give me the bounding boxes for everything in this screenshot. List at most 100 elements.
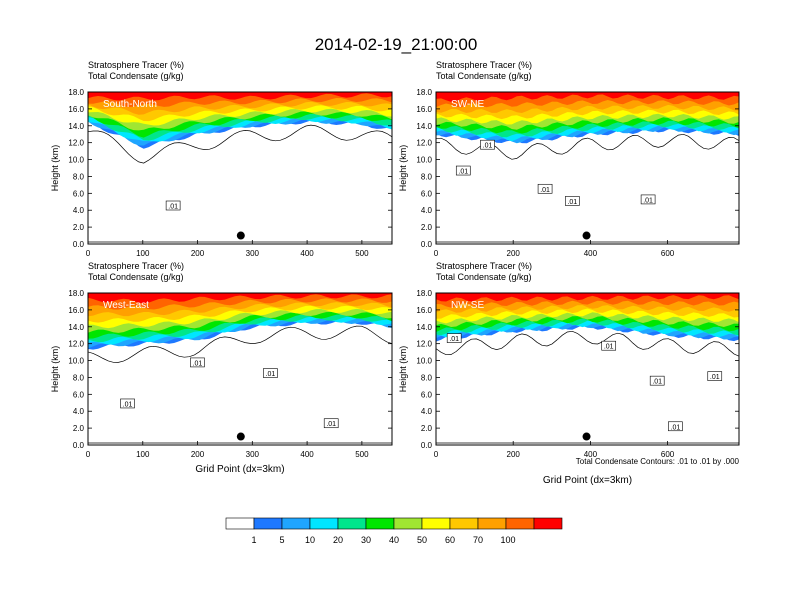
header-tracer: Stratosphere Tracer (%) (88, 261, 184, 271)
panel-label: West-East (103, 300, 149, 311)
location-marker (236, 432, 245, 441)
y-tick-label: 18.0 (68, 289, 84, 298)
y-tick-label: 8.0 (73, 373, 85, 382)
colorbar-swatch (225, 517, 255, 530)
colorbar-swatch (421, 517, 451, 530)
y-tick-label: 16.0 (68, 306, 84, 315)
y-tick-label: 12.0 (68, 340, 84, 349)
y-tick-label: 14.0 (416, 323, 432, 332)
y-tick-label: 14.0 (68, 323, 84, 332)
y-tick-label: 10.0 (416, 156, 432, 165)
x-tick-label: 200 (507, 450, 521, 459)
colorbar-swatch (477, 517, 507, 530)
contour-label: .01 (565, 196, 580, 206)
y-tick-label: 6.0 (73, 390, 85, 399)
x-tick-label: 400 (300, 249, 314, 258)
y-tick-label: 8.0 (421, 373, 433, 382)
tracer-band-11 (436, 293, 739, 302)
svg-text:.01: .01 (266, 371, 276, 378)
y-tick-label: 0.0 (421, 240, 433, 249)
panel-south-north: .01 South-North Stratosphere Tracer (%)Tot… (50, 60, 393, 258)
location-marker (582, 432, 591, 441)
y-tick-label: 16.0 (416, 306, 432, 315)
y-tick-label: 4.0 (73, 206, 85, 215)
panel-label: South-North (103, 99, 157, 110)
y-tick-label: 8.0 (421, 172, 433, 181)
contour-label: .01 (707, 371, 723, 381)
svg-text:.01: .01 (540, 187, 550, 194)
x-axis-label: Grid Point (dx=3km) (195, 464, 284, 475)
contour-label: .01 (446, 333, 462, 343)
colorbar-swatch (281, 517, 311, 530)
y-tick-label: 16.0 (68, 105, 84, 114)
y-tick-label: 0.0 (73, 240, 85, 249)
contour-label: .01 (263, 368, 278, 378)
colorbar-swatch (533, 517, 563, 530)
header-tracer: Stratosphere Tracer (%) (88, 60, 184, 70)
y-tick-label: 16.0 (416, 105, 432, 114)
y-tick-label: 6.0 (421, 189, 433, 198)
y-tick-label: 0.0 (421, 441, 433, 450)
plot-frame (435, 91, 740, 245)
plot-area: .01 .01 .01 .01 (88, 293, 392, 445)
svg-text:.01: .01 (643, 197, 653, 204)
y-tick-label: 2.0 (73, 223, 85, 232)
y-axis-label: Height (km) (398, 145, 408, 192)
contour-label: .01 (601, 340, 617, 351)
header-tracer: Stratosphere Tracer (%) (436, 261, 532, 271)
y-tick-label: 12.0 (416, 139, 432, 148)
x-tick-label: 500 (355, 249, 369, 258)
svg-text:.01: .01 (123, 401, 133, 408)
colorbar-label: 60 (445, 535, 455, 545)
svg-text:.01: .01 (483, 143, 493, 150)
plot-frame (87, 292, 393, 446)
panel-west-east: .01 .01 .01 .01 West-East Stratosphere Tracer… (50, 261, 393, 475)
colorbar-label: 70 (473, 535, 483, 545)
colorbar-label: 10 (305, 535, 315, 545)
y-tick-label: 10.0 (68, 357, 84, 366)
x-tick-label: 0 (86, 450, 91, 459)
y-tick-label: 2.0 (73, 424, 85, 433)
condensate-contour (436, 330, 739, 357)
panel-label: NW-SE (451, 300, 484, 311)
x-tick-label: 400 (300, 450, 314, 459)
svg-text:.01: .01 (710, 374, 720, 381)
colorbar-swatch (253, 517, 283, 530)
y-axis-label: Height (km) (398, 346, 408, 393)
x-tick-label: 400 (584, 450, 598, 459)
y-tick-label: 14.0 (416, 122, 432, 131)
colorbar-label: 50 (417, 535, 427, 545)
plot-frame (87, 91, 393, 245)
colorbar: 1 5 10 20 30 40 50 60 70 100 (225, 517, 563, 545)
colorbar-label: 100 (500, 535, 515, 545)
condensate-contour (88, 124, 392, 164)
header-tracer: Stratosphere Tracer (%) (436, 60, 532, 70)
contour-label: .01 (455, 165, 471, 176)
x-tick-label: 200 (191, 450, 205, 459)
contour-label: .01 (165, 200, 181, 211)
y-tick-label: 14.0 (68, 122, 84, 131)
x-tick-label: 0 (434, 450, 439, 459)
colorbar-swatch (449, 517, 479, 530)
y-tick-label: 2.0 (421, 424, 433, 433)
contour-label: .01 (668, 421, 683, 431)
y-tick-label: 2.0 (421, 223, 433, 232)
plot-frame (435, 292, 740, 446)
y-tick-label: 12.0 (416, 340, 432, 349)
contour-label: .01 (120, 398, 135, 408)
tracer-band-11 (88, 92, 392, 101)
y-tick-label: 18.0 (68, 88, 84, 97)
svg-text:.01: .01 (458, 169, 468, 176)
condensate-contour (88, 325, 392, 363)
colorbar-label: 30 (361, 535, 371, 545)
contour-label: .01 (323, 418, 339, 428)
x-tick-label: 500 (355, 450, 369, 459)
y-axis-label: Height (km) (50, 346, 60, 393)
y-tick-label: 10.0 (416, 357, 432, 366)
header-condensate: Total Condensate (g/kg) (88, 272, 184, 282)
x-axis-label: Grid Point (dx=3km) (543, 475, 632, 486)
tracer-band-11 (88, 293, 392, 304)
x-tick-label: 300 (246, 249, 260, 258)
y-tick-label: 4.0 (73, 407, 85, 416)
